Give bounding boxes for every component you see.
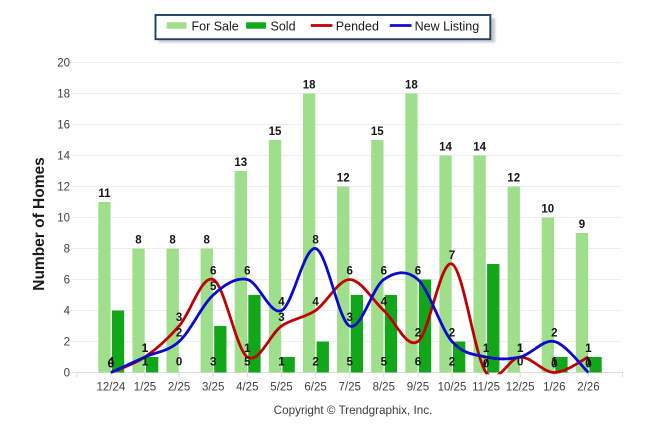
svg-text:8/25: 8/25 <box>373 381 395 393</box>
svg-text:8: 8 <box>135 235 142 247</box>
svg-text:16: 16 <box>57 120 70 132</box>
svg-text:3: 3 <box>210 357 216 369</box>
svg-text:1/25: 1/25 <box>134 381 156 393</box>
svg-text:15: 15 <box>269 126 282 138</box>
svg-text:1/26: 1/26 <box>543 381 565 393</box>
svg-text:2: 2 <box>312 357 318 369</box>
svg-text:11: 11 <box>98 188 111 200</box>
svg-text:9/25: 9/25 <box>407 381 429 393</box>
svg-text:New Listing: New Listing <box>415 20 480 34</box>
svg-text:6: 6 <box>415 357 421 369</box>
svg-text:0: 0 <box>551 359 557 371</box>
svg-text:1: 1 <box>244 343 251 355</box>
svg-text:8: 8 <box>312 235 319 247</box>
svg-text:4: 4 <box>278 297 285 309</box>
svg-text:20: 20 <box>57 58 70 70</box>
svg-text:4: 4 <box>64 306 71 318</box>
svg-text:Sold: Sold <box>271 20 296 34</box>
svg-text:3: 3 <box>278 312 284 324</box>
svg-text:5: 5 <box>346 357 353 369</box>
svg-text:2: 2 <box>415 328 421 340</box>
svg-text:2: 2 <box>449 357 455 369</box>
svg-text:6: 6 <box>210 266 216 278</box>
svg-text:12: 12 <box>57 182 70 194</box>
svg-text:18: 18 <box>303 80 316 92</box>
svg-text:1: 1 <box>142 343 149 355</box>
svg-text:14: 14 <box>57 151 70 163</box>
svg-text:5: 5 <box>210 281 217 293</box>
svg-text:14: 14 <box>473 142 486 154</box>
svg-text:Number of Homes: Number of Homes <box>31 157 48 291</box>
svg-text:6: 6 <box>346 266 352 278</box>
svg-text:8: 8 <box>64 244 70 256</box>
svg-text:6: 6 <box>381 266 387 278</box>
svg-text:8: 8 <box>169 235 176 247</box>
svg-text:1: 1 <box>142 357 149 369</box>
svg-text:10: 10 <box>541 204 554 216</box>
svg-text:12/24: 12/24 <box>97 381 126 393</box>
svg-text:6: 6 <box>244 266 250 278</box>
svg-text:3: 3 <box>176 312 182 324</box>
svg-text:18: 18 <box>57 89 70 101</box>
svg-text:7/25: 7/25 <box>339 381 361 393</box>
svg-text:0: 0 <box>108 359 114 371</box>
svg-text:2: 2 <box>64 337 70 349</box>
svg-text:0: 0 <box>517 357 523 369</box>
svg-text:1: 1 <box>517 343 524 355</box>
svg-text:12/25: 12/25 <box>506 381 535 393</box>
svg-text:1: 1 <box>585 357 592 369</box>
svg-text:6: 6 <box>415 266 421 278</box>
svg-text:15: 15 <box>371 126 384 138</box>
svg-text:Copyright © Trendgraphix, Inc.: Copyright © Trendgraphix, Inc. <box>274 404 433 417</box>
svg-text:2/25: 2/25 <box>168 381 190 393</box>
svg-text:1: 1 <box>483 343 490 355</box>
svg-text:5/25: 5/25 <box>270 381 292 393</box>
svg-text:9: 9 <box>579 219 585 231</box>
svg-text:0: 0 <box>483 359 489 371</box>
svg-text:8: 8 <box>203 235 210 247</box>
svg-text:2: 2 <box>449 328 455 340</box>
svg-text:6: 6 <box>64 275 70 287</box>
svg-text:1: 1 <box>551 357 558 369</box>
svg-text:5: 5 <box>244 357 251 369</box>
svg-text:3/25: 3/25 <box>202 381 224 393</box>
svg-text:1: 1 <box>278 357 285 369</box>
svg-text:11/25: 11/25 <box>472 381 500 393</box>
svg-text:7: 7 <box>483 357 489 369</box>
svg-text:4: 4 <box>312 297 319 309</box>
svg-text:5: 5 <box>381 357 388 369</box>
svg-text:2: 2 <box>551 328 557 340</box>
svg-text:0: 0 <box>176 357 182 369</box>
svg-text:4: 4 <box>381 297 388 309</box>
svg-text:1: 1 <box>585 343 592 355</box>
svg-text:10: 10 <box>57 213 70 225</box>
svg-text:Pended: Pended <box>336 20 379 34</box>
svg-text:3: 3 <box>346 312 352 324</box>
svg-text:For Sale: For Sale <box>192 20 239 34</box>
svg-text:4: 4 <box>108 357 115 369</box>
svg-text:13: 13 <box>234 157 247 169</box>
svg-text:7: 7 <box>449 250 455 262</box>
svg-text:12: 12 <box>337 173 350 185</box>
svg-text:4/25: 4/25 <box>236 381 258 393</box>
svg-text:0: 0 <box>585 359 591 371</box>
svg-text:2: 2 <box>176 328 182 340</box>
svg-text:0: 0 <box>108 359 114 371</box>
svg-text:18: 18 <box>405 80 418 92</box>
svg-text:1: 1 <box>517 343 524 355</box>
svg-text:14: 14 <box>439 142 452 154</box>
svg-text:12: 12 <box>507 173 520 185</box>
svg-text:6/25: 6/25 <box>304 381 326 393</box>
svg-text:0: 0 <box>64 368 70 380</box>
svg-text:10/25: 10/25 <box>438 381 467 393</box>
svg-text:2/26: 2/26 <box>577 381 599 393</box>
svg-text:1: 1 <box>142 343 149 355</box>
